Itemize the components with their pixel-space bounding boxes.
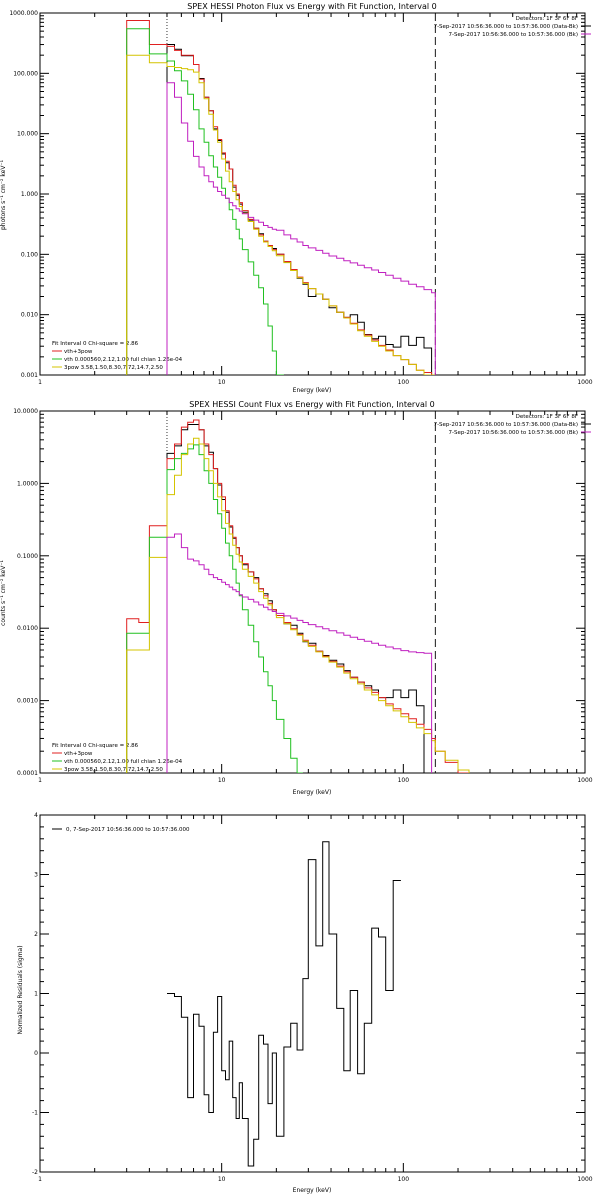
count-annotation-line-1: Fit Interval 0 Chi-square = 2.86 xyxy=(52,743,139,749)
count-plot-frame xyxy=(39,410,586,774)
count-annotation-line-3: vth 0.000560,2.12,1.00 full chian 1.26e-… xyxy=(64,759,183,765)
residuals-series-0 xyxy=(167,841,401,1167)
photon-x-tick-label: 1000 xyxy=(577,379,592,386)
photon-header-line-1: Detectors: 1F 3F 6F 8F xyxy=(516,16,578,22)
photon-y-tick-label: 0.010 xyxy=(21,312,38,319)
photon-header-line-3: 7-Sep-2017 10:56:36.000 to 10:57:36.000 … xyxy=(449,32,579,38)
residuals-y-tick-label: 3 xyxy=(34,872,38,879)
residuals-y-tick-label: 0 xyxy=(34,1050,38,1057)
photon-y-tick-label: 0.100 xyxy=(21,251,38,258)
count-y-axis-label: counts s⁻¹ cm⁻² keV⁻¹ xyxy=(0,560,7,626)
count-series-4 xyxy=(166,533,433,773)
residuals-y-axis-label: Normalized Residuals (sigma) xyxy=(17,945,24,1034)
count-flux-panel: SPEX HESSI Count Flux vs Energy with Fit… xyxy=(0,400,578,796)
photon-x-tick-label: 100 xyxy=(398,379,410,386)
residuals-x-tick-label: 1 xyxy=(38,1176,42,1183)
count-y-tick-label: 0.1000 xyxy=(17,553,38,560)
count-y-tick-label: 0.0010 xyxy=(17,698,38,705)
photon-y-tick-label: 1.000 xyxy=(21,191,38,198)
count-y-tick-label: 0.0100 xyxy=(17,625,38,632)
photon-annotation-line-1: Fit Interval 0 Chi-square = 2.86 xyxy=(52,341,139,347)
photon-x-tick-label: 10 xyxy=(218,379,226,386)
count-x-tick-label: 100 xyxy=(398,777,410,784)
count-series-3 xyxy=(126,437,470,773)
count-header-line-1: Detectors: 1F 3F 6F 8F xyxy=(516,414,578,420)
residuals-x-tick-label: 100 xyxy=(398,1176,410,1183)
count-plot: 1 10 100 1000 0.0001 0.0010 0.0100 0.1000 1.0000… xyxy=(13,408,593,784)
count-header-line-2: 7-Sep-2017 10:56:36.000 to 10:57:36.000 … xyxy=(434,422,578,428)
residuals-panel: 0, 7-Sep-2017 10:56:36.000 to 10:57:36.0… xyxy=(17,827,331,1194)
photon-header-line-2: 7-Sep-2017 10:56:36.000 to 10:57:36.000 … xyxy=(434,24,578,30)
residuals-y-tick-label: 2 xyxy=(34,931,38,938)
count-chart-title: SPEX HESSI Count Flux vs Energy with Fit… xyxy=(189,400,434,409)
residuals-y-tick-label: -1 xyxy=(32,1110,38,1117)
count-annotation-line-4: 3pow 3.58,1.50,8.30,7.72,14.7,2.50 xyxy=(64,767,163,773)
photon-series-3 xyxy=(126,54,436,375)
residuals-y-tick-label: 4 xyxy=(34,812,38,819)
count-x-tick-label: 1000 xyxy=(577,777,592,784)
photon-chart-title: SPEX HESSI Photon Flux vs Energy with Fi… xyxy=(187,2,437,11)
photon-annotation-line-3: vth 0.000560,2.12,1.00 full chian 1.26e-… xyxy=(64,357,183,363)
photon-y-tick-label: 1000.000 xyxy=(9,10,38,17)
photon-annotation-line-4: 3pow 3.58,1.50,8.30,7.72,14.7,2.50 xyxy=(64,365,163,371)
photon-x-tick-label: 1 xyxy=(38,379,42,386)
count-header-line-3: 7-Sep-2017 10:56:36.000 to 10:57:36.000 … xyxy=(449,430,579,436)
count-x-axis-label: Energy (keV) xyxy=(293,789,332,796)
count-x-tick-label: 1 xyxy=(38,777,42,784)
photon-flux-panel: SPEX HESSI Photon Flux vs Energy with Fi… xyxy=(0,2,578,394)
residuals-x-axis-label: Energy (keV) xyxy=(293,1187,332,1194)
photon-series-4 xyxy=(166,82,436,375)
residuals-plot: 1 10 100 1000 -2 -1 0 1 2 3 4 xyxy=(32,812,593,1183)
photon-x-axis-label: Energy (keV) xyxy=(293,387,332,394)
photon-series-2 xyxy=(126,28,284,375)
photon-annotation-line-2: vth+3pow xyxy=(64,349,93,355)
residuals-x-tick-label: 1000 xyxy=(577,1176,592,1183)
photon-y-axis-label: photons s⁻¹ cm⁻² keV⁻¹ xyxy=(0,159,7,230)
count-annotation-line-2: vth+3pow xyxy=(64,751,93,757)
count-y-tick-label: 0.0001 xyxy=(17,770,38,777)
residuals-y-tick-label: -2 xyxy=(32,1169,38,1176)
count-x-tick-label: 10 xyxy=(218,777,226,784)
residuals-y-tick-label: 1 xyxy=(34,991,38,998)
count-y-tick-label: 10.0000 xyxy=(13,408,38,415)
residuals-x-tick-label: 10 xyxy=(218,1176,226,1183)
residuals-legend-text: 0, 7-Sep-2017 10:56:36.000 to 10:57:36.0… xyxy=(66,827,190,833)
photon-y-tick-label: 10.000 xyxy=(17,131,38,138)
photon-plot: 1 10 100 1000 0.001 0.010 0.100 1.000 10.000 100.… xyxy=(9,10,592,386)
photon-y-tick-label: 0.001 xyxy=(21,372,38,379)
photon-y-tick-label: 100.000 xyxy=(13,70,38,77)
count-y-tick-label: 1.0000 xyxy=(17,480,38,487)
